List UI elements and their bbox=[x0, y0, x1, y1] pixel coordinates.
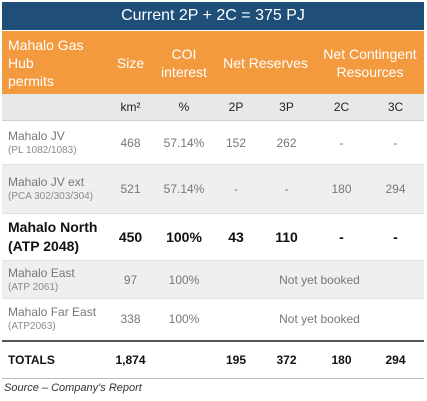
permit-name-cell: Mahalo JV ext (PCA 302/303/304) bbox=[2, 164, 108, 214]
permit-name: Mahalo JV bbox=[8, 128, 65, 143]
permit-name-cell: Mahalo JV (PL 1082/1083) bbox=[2, 120, 108, 165]
totals-2p: 195 bbox=[215, 339, 257, 379]
table-row: Mahalo North (ATP 2048) 450 100% 43 110 … bbox=[2, 213, 424, 261]
permit-id: (ATP 2048) bbox=[8, 238, 80, 254]
header-size: Size bbox=[108, 31, 153, 94]
permit-name: Mahalo JV ext bbox=[8, 175, 85, 189]
header-net-contingent-line2: Resources bbox=[336, 63, 404, 80]
contingent-3c-cell: 294 bbox=[367, 164, 424, 214]
reserves-3p-cell: - bbox=[257, 164, 316, 214]
coi-cell: 57.14% bbox=[153, 120, 215, 165]
reserves-2p-cell: 43 bbox=[215, 213, 257, 261]
contingent-2c-cell: - bbox=[316, 120, 367, 165]
header-net-reserves: Net Reserves bbox=[215, 31, 316, 94]
contingent-3c-cell: - bbox=[367, 120, 424, 165]
unit-2c: 2C bbox=[316, 94, 367, 121]
unit-3p: 3P bbox=[257, 94, 316, 121]
size-cell: 521 bbox=[108, 164, 153, 214]
reserves-2p-cell: - bbox=[215, 164, 257, 214]
table-row: Mahalo Far East (ATP2063) 338 100% Not y… bbox=[2, 298, 424, 341]
permit-id: (ATP 2061) bbox=[8, 281, 59, 293]
unit-name bbox=[2, 94, 108, 121]
header-coi-line1: COI bbox=[171, 45, 197, 62]
totals-2c: 180 bbox=[316, 339, 367, 379]
table-row: Mahalo JV (PL 1082/1083) 468 57.14% 152 … bbox=[2, 120, 424, 165]
header-net-contingent-line1: Net Contingent bbox=[323, 45, 417, 62]
size-cell: 450 bbox=[108, 213, 153, 261]
unit-coi: % bbox=[153, 94, 215, 121]
coi-cell: 100% bbox=[153, 213, 215, 261]
booking-status: Not yet booked bbox=[215, 298, 424, 341]
coi-cell: 100% bbox=[153, 260, 215, 299]
permit-id: (ATP2063) bbox=[8, 321, 56, 333]
permit-name-cell: Mahalo North (ATP 2048) bbox=[2, 213, 108, 261]
permit-id: (PCA 302/303/304) bbox=[8, 191, 94, 202]
table-row: Mahalo East (ATP 2061) 97 100% Not yet b… bbox=[2, 260, 424, 299]
permit-name: Mahalo North bbox=[8, 219, 98, 235]
booking-status: Not yet booked bbox=[215, 260, 424, 299]
permit-id: (PL 1082/1083) bbox=[8, 144, 77, 156]
totals-coi bbox=[153, 339, 215, 379]
table-row: Mahalo JV ext (PCA 302/303/304) 521 57.1… bbox=[2, 164, 424, 214]
permits-table: Mahalo Gas Hub permits Size COI interest… bbox=[2, 31, 424, 379]
header-permits-line2: permits bbox=[8, 72, 54, 89]
header-row: Mahalo Gas Hub permits Size COI interest… bbox=[2, 31, 424, 94]
size-cell: 338 bbox=[108, 298, 153, 341]
contingent-3c-cell: - bbox=[367, 213, 424, 261]
source-note: Source – Company's Report bbox=[4, 382, 142, 394]
totals-3c: 294 bbox=[367, 339, 424, 379]
reserves-3p-cell: 262 bbox=[257, 120, 316, 165]
size-cell: 468 bbox=[108, 120, 153, 165]
header-net-contingent: Net Contingent Resources bbox=[316, 31, 424, 94]
coi-cell: 57.14% bbox=[153, 164, 215, 214]
contingent-2c-cell: - bbox=[316, 213, 367, 261]
unit-3c: 3C bbox=[367, 94, 424, 121]
table-title: Current 2P + 2C = 375 PJ bbox=[2, 2, 424, 30]
reserves-3p-cell: 110 bbox=[257, 213, 316, 261]
header-permits: Mahalo Gas Hub permits bbox=[2, 31, 108, 94]
permit-name-cell: Mahalo East (ATP 2061) bbox=[2, 260, 108, 299]
reserves-2p-cell: 152 bbox=[215, 120, 257, 165]
unit-size: km² bbox=[108, 94, 153, 121]
unit-2p: 2P bbox=[215, 94, 257, 121]
permit-name: Mahalo Far East bbox=[8, 305, 97, 320]
size-cell: 97 bbox=[108, 260, 153, 299]
coi-cell: 100% bbox=[153, 298, 215, 341]
permit-name-cell: Mahalo Far East (ATP2063) bbox=[2, 298, 108, 341]
header-permits-line1: Mahalo Gas Hub bbox=[8, 36, 84, 71]
contingent-2c-cell: 180 bbox=[316, 164, 367, 214]
totals-size: 1,874 bbox=[108, 339, 153, 379]
units-row: km² % 2P 3P 2C 3C bbox=[2, 94, 424, 121]
header-coi-line2: interest bbox=[161, 63, 207, 80]
permit-name: Mahalo East bbox=[8, 265, 75, 280]
totals-label: TOTALS bbox=[2, 339, 108, 379]
totals-3p: 372 bbox=[257, 339, 316, 379]
header-coi: COI interest bbox=[153, 31, 215, 94]
totals-row: TOTALS 1,874 195 372 180 294 bbox=[2, 339, 424, 379]
